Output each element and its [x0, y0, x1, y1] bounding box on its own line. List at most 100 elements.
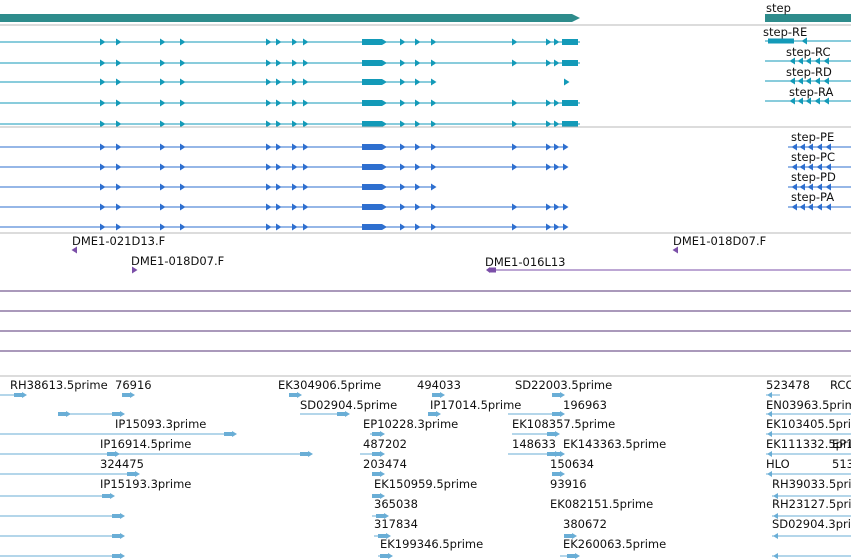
gene-bar[interactable]	[765, 14, 851, 22]
exon-block[interactable]	[362, 60, 382, 66]
exon-arrow[interactable]	[564, 78, 570, 86]
clone-label[interactable]: DME1-016L13	[485, 255, 566, 269]
exon-arrow[interactable]	[431, 183, 437, 191]
exon-arrow[interactable]	[415, 223, 421, 231]
exon-arrow[interactable]	[799, 143, 806, 151]
exon-arrow[interactable]	[400, 99, 406, 107]
exon-arrow[interactable]	[560, 471, 565, 477]
exon-arrow[interactable]	[382, 100, 387, 106]
exon-arrow[interactable]	[572, 533, 577, 539]
exon-arrow[interactable]	[767, 392, 772, 398]
exon-arrow[interactable]	[292, 38, 298, 46]
exon-arrow[interactable]	[554, 163, 560, 171]
transcript-label[interactable]: step-PD	[791, 170, 836, 184]
exon-arrow[interactable]	[180, 163, 186, 171]
est-block[interactable]	[380, 554, 388, 558]
exon-arrow[interactable]	[266, 99, 272, 107]
est-label[interactable]: EK111332.5prime	[766, 437, 851, 451]
exon-arrow[interactable]	[791, 203, 798, 211]
est-block[interactable]	[564, 534, 572, 538]
exon-arrow[interactable]	[100, 163, 106, 171]
exon-arrow[interactable]	[436, 411, 441, 417]
exon-arrow[interactable]	[292, 99, 298, 107]
exon-arrow[interactable]	[791, 143, 798, 151]
est-block[interactable]	[112, 554, 120, 558]
exon-arrow[interactable]	[276, 143, 282, 151]
exon-arrow[interactable]	[431, 99, 437, 107]
exon-arrow[interactable]	[791, 163, 798, 171]
exon-arrow[interactable]	[292, 78, 298, 86]
est-label[interactable]: RH39033.5prime	[772, 477, 851, 491]
exon-arrow[interactable]	[303, 203, 309, 211]
est-label[interactable]: SD22003.5prime	[515, 378, 612, 392]
exon-arrow[interactable]	[160, 183, 166, 191]
exon-arrow[interactable]	[400, 203, 406, 211]
exon-arrow[interactable]	[266, 143, 272, 151]
exon-arrow[interactable]	[180, 38, 186, 46]
est-label[interactable]: 150634	[550, 457, 594, 471]
exon-arrow[interactable]	[160, 143, 166, 151]
exon-arrow[interactable]	[512, 143, 518, 151]
exon-block[interactable]	[562, 100, 578, 106]
exon-arrow[interactable]	[232, 431, 237, 437]
exon-arrow[interactable]	[382, 224, 387, 230]
exon-arrow[interactable]	[767, 411, 772, 417]
exon-arrow[interactable]	[160, 203, 166, 211]
exon-arrow[interactable]	[807, 163, 814, 171]
exon-arrow[interactable]	[292, 203, 298, 211]
exon-arrow[interactable]	[266, 183, 272, 191]
est-label[interactable]: 148633	[512, 437, 556, 451]
exon-arrow[interactable]	[135, 471, 140, 477]
est-block[interactable]	[127, 472, 135, 476]
est-label[interactable]: EP18418.3prime	[832, 437, 851, 451]
exon-block[interactable]	[562, 39, 578, 45]
exon-arrow[interactable]	[382, 204, 387, 210]
exon-arrow[interactable]	[266, 38, 272, 46]
exon-arrow[interactable]	[303, 223, 309, 231]
exon-arrow[interactable]	[415, 163, 421, 171]
exon-arrow[interactable]	[400, 78, 406, 86]
exon-arrow[interactable]	[575, 553, 580, 559]
exon-arrow[interactable]	[180, 99, 186, 107]
exon-arrow[interactable]	[303, 38, 309, 46]
exon-arrow[interactable]	[400, 38, 406, 46]
exon-arrow[interactable]	[816, 163, 823, 171]
exon-arrow[interactable]	[100, 143, 106, 151]
clone-marker[interactable]	[71, 246, 78, 254]
est-label[interactable]: 494033	[417, 378, 461, 392]
exon-arrow[interactable]	[100, 183, 106, 191]
exon-arrow[interactable]	[546, 163, 552, 171]
est-block[interactable]	[224, 432, 232, 436]
est-label[interactable]: IP17014.5prime	[430, 398, 521, 412]
exon-arrow[interactable]	[415, 143, 421, 151]
exon-arrow[interactable]	[805, 77, 812, 85]
exon-arrow[interactable]	[303, 59, 309, 67]
est-label[interactable]: 76916	[115, 378, 152, 392]
transcript-label[interactable]: step-RA	[789, 85, 834, 99]
exon-block[interactable]	[362, 79, 382, 85]
exon-arrow[interactable]	[292, 223, 298, 231]
transcript-label[interactable]: step-PE	[791, 130, 834, 144]
exon-arrow[interactable]	[797, 57, 804, 65]
exon-arrow[interactable]	[116, 38, 122, 46]
exon-arrow[interactable]	[825, 183, 832, 191]
exon-arrow[interactable]	[100, 203, 106, 211]
exon-arrow[interactable]	[823, 97, 830, 105]
exon-arrow[interactable]	[807, 183, 814, 191]
exon-arrow[interactable]	[100, 223, 106, 231]
exon-arrow[interactable]	[382, 121, 387, 127]
est-block[interactable]	[552, 393, 560, 397]
exon-arrow[interactable]	[546, 203, 552, 211]
est-label[interactable]: EK082151.5prime	[550, 497, 653, 511]
exon-arrow[interactable]	[160, 38, 166, 46]
est-label[interactable]: IP15193.3prime	[100, 477, 191, 491]
est-block[interactable]	[372, 432, 380, 436]
exon-arrow[interactable]	[512, 59, 518, 67]
exon-arrow[interactable]	[180, 59, 186, 67]
exon-arrow[interactable]	[823, 57, 830, 65]
est-block[interactable]	[112, 412, 120, 416]
est-block[interactable]	[372, 472, 380, 476]
est-label[interactable]: EK108357.5prime	[512, 417, 615, 431]
est-label[interactable]: IP16914.5prime	[100, 437, 191, 451]
est-label[interactable]: 523478	[766, 378, 810, 392]
